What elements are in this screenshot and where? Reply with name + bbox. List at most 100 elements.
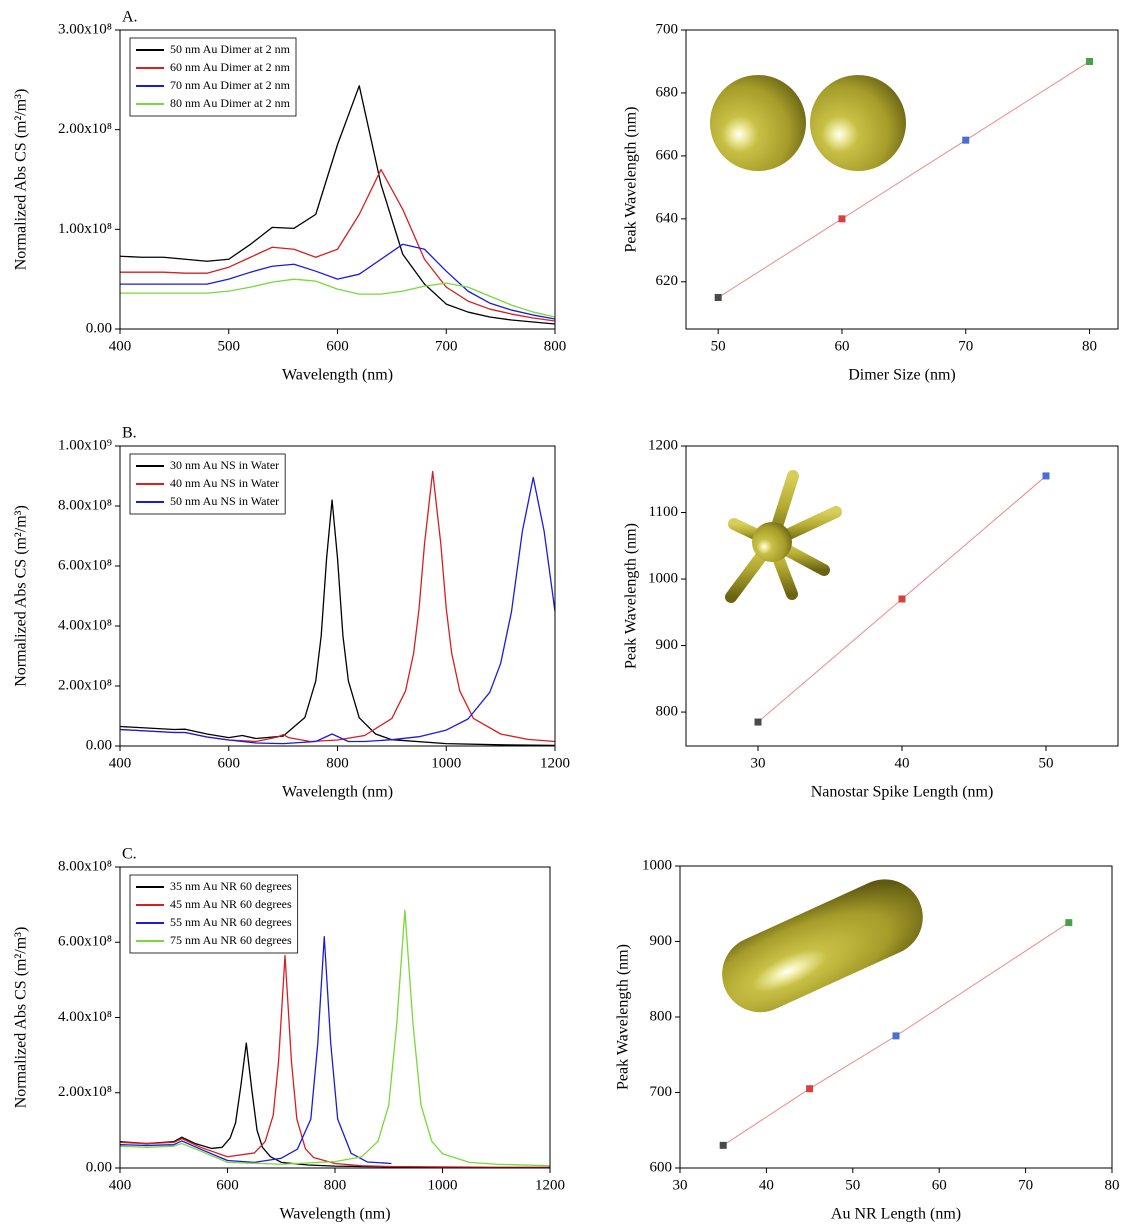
sphere xyxy=(710,75,806,171)
data-point xyxy=(806,1085,814,1093)
series-line xyxy=(120,499,555,746)
y-tick-label: 620 xyxy=(656,273,679,289)
x-tick-label: 800 xyxy=(324,1177,347,1193)
x-tick-label: 700 xyxy=(435,338,458,354)
x-tick-label: 400 xyxy=(109,1177,132,1193)
y-tick-label: 1.00x10⁸ xyxy=(58,221,112,237)
y-tick-label: 800 xyxy=(656,704,679,720)
x-tick-label: 800 xyxy=(326,755,349,771)
y-tick-label: 2.00x10⁸ xyxy=(58,1084,112,1100)
y-tick-label: 3.00x10⁸ xyxy=(58,21,112,37)
y-tick-label: 700 xyxy=(656,21,679,37)
x-tick-label: 400 xyxy=(109,338,132,354)
y-axis-label: Peak Wavelength (nm) xyxy=(623,523,640,669)
legend-label: 75 nm Au NR 60 degrees xyxy=(170,933,292,947)
data-point xyxy=(714,294,722,302)
sphere xyxy=(810,75,906,171)
y-tick-label: 600 xyxy=(650,1159,673,1175)
x-tick-label: 50 xyxy=(1039,755,1054,771)
x-tick-label: 1200 xyxy=(535,1177,565,1193)
legend-label: 60 nm Au Dimer at 2 nm xyxy=(170,60,291,74)
data-point xyxy=(1086,57,1094,65)
plot-frame xyxy=(685,445,1119,747)
data-point xyxy=(719,1141,727,1149)
trend-line xyxy=(717,61,1090,298)
legend-label: 80 nm Au Dimer at 2 nm xyxy=(170,96,291,110)
y-tick-label: 2.00x10⁸ xyxy=(58,121,112,137)
x-tick-label: 50 xyxy=(711,338,726,354)
series-line xyxy=(120,954,550,1168)
chart-panel: 50 60 70 80 620 640 660 680 700 Dimer Size (nm) Pe… xyxy=(623,21,1119,384)
y-tick-label: 4.00x10⁸ xyxy=(58,1009,112,1025)
y-axis-label: Normalized Abs CS (m²/m³) xyxy=(13,505,30,687)
y-tick-label: 1200 xyxy=(648,437,678,453)
x-axis-label: Au NR Length (nm) xyxy=(831,1206,961,1223)
x-tick-label: 800 xyxy=(544,338,567,354)
x-axis-label: Wavelength (nm) xyxy=(282,784,393,801)
y-tick-label: 0.00 xyxy=(86,320,112,336)
legend-label: 30 nm Au NS in Water xyxy=(170,458,279,472)
y-tick-label: 660 xyxy=(656,147,679,163)
legend-label: 35 nm Au NR 60 degrees xyxy=(170,879,292,893)
data-point xyxy=(892,1032,900,1040)
x-tick-label: 40 xyxy=(895,755,910,771)
x-axis-label: Dimer Size (nm) xyxy=(848,367,956,384)
plot-frame xyxy=(685,29,1119,330)
x-tick-label: 1200 xyxy=(540,755,570,771)
x-tick-label: 60 xyxy=(834,338,849,354)
data-point xyxy=(962,136,970,144)
x-tick-label: 600 xyxy=(218,755,241,771)
x-tick-label: 500 xyxy=(218,338,241,354)
legend-label: 45 nm Au NR 60 degrees xyxy=(170,897,292,911)
plot-frame xyxy=(119,29,556,330)
series-line xyxy=(120,935,392,1165)
data-point xyxy=(1065,919,1073,927)
data-point xyxy=(838,215,846,223)
y-tick-label: 900 xyxy=(650,933,673,949)
y-tick-label: 2.00x10⁸ xyxy=(58,677,112,693)
y-axis-label: Normalized Abs CS (m²/m³) xyxy=(13,927,30,1109)
chart-panel: 30 40 50 800 900 1000 1100 1200 Nanostar Spike L… xyxy=(623,437,1119,801)
y-tick-label: 1.00x10⁹ xyxy=(58,437,112,453)
legend-label: 70 nm Au Dimer at 2 nm xyxy=(170,78,291,92)
x-tick-label: 1000 xyxy=(428,1177,458,1193)
x-tick-label: 60 xyxy=(932,1177,947,1193)
nanorod-illustration xyxy=(722,879,923,1013)
y-tick-label: 680 xyxy=(656,84,679,100)
series-line xyxy=(120,168,555,322)
y-tick-label: 4.00x10⁸ xyxy=(58,617,112,633)
nanostar-illustration xyxy=(725,470,842,603)
x-tick-label: 30 xyxy=(751,755,766,771)
chart-panel: 400 600 800 1000 1200 0.00 2.00x10⁸ 4.00x10⁸ 6.0… xyxy=(13,425,570,801)
chart-panel: 400 500 600 700 800 0.00 1.00x10⁸ 2.00x10⁸ 3.00x… xyxy=(13,9,567,384)
data-point xyxy=(898,595,906,603)
y-tick-label: 900 xyxy=(656,637,679,653)
y-tick-label: 8.00x10⁸ xyxy=(58,858,112,874)
series-line xyxy=(120,1042,443,1168)
series-line xyxy=(120,476,555,745)
y-tick-label: 1000 xyxy=(642,857,672,873)
plot-frame xyxy=(119,866,551,1169)
x-tick-label: 40 xyxy=(759,1177,774,1193)
y-axis-label: Peak Wavelength (nm) xyxy=(615,944,632,1090)
y-tick-label: 6.00x10⁸ xyxy=(58,557,112,573)
y-tick-label: 1000 xyxy=(648,570,678,586)
series-line xyxy=(120,909,550,1167)
panel-label: A. xyxy=(122,9,138,26)
dimer-illustration xyxy=(710,75,906,171)
y-tick-label: 6.00x10⁸ xyxy=(58,934,112,950)
y-tick-label: 700 xyxy=(650,1084,673,1100)
x-tick-label: 70 xyxy=(1018,1177,1033,1193)
series-line xyxy=(120,278,555,318)
series-line xyxy=(120,85,555,325)
legend-label: 40 nm Au NS in Water xyxy=(170,476,279,490)
panel-label: B. xyxy=(122,425,137,442)
data-point xyxy=(1042,472,1050,480)
panel-label: C. xyxy=(122,846,137,863)
x-tick-label: 50 xyxy=(845,1177,860,1193)
series-line xyxy=(120,243,555,320)
y-tick-label: 1100 xyxy=(649,504,678,520)
x-tick-label: 70 xyxy=(958,338,973,354)
x-tick-label: 80 xyxy=(1105,1177,1120,1193)
